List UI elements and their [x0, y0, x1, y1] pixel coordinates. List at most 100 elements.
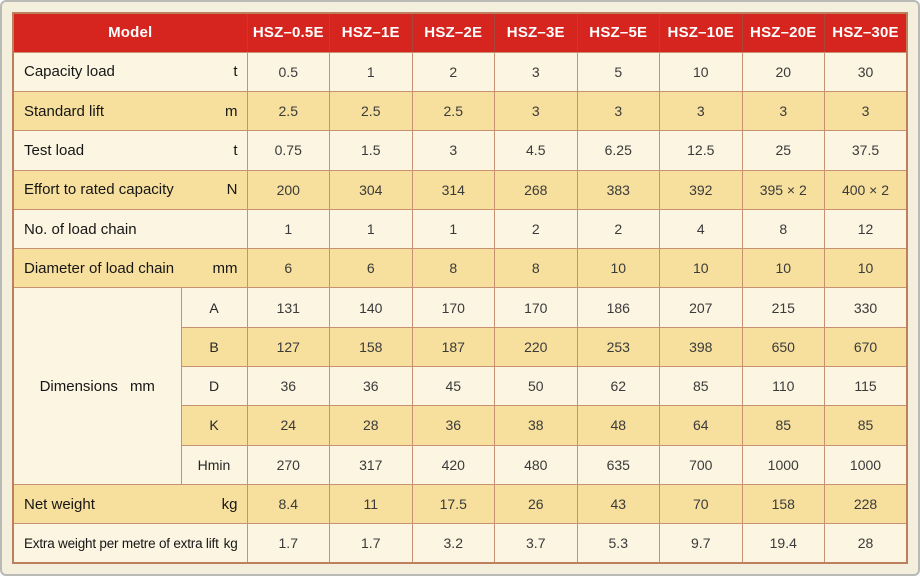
value-cell: 158: [741, 483, 825, 525]
dim-sublabel: D: [180, 366, 248, 407]
value-cell: 131: [246, 287, 330, 328]
column-header-hsz-0-5e: HSZ–0.5E: [246, 12, 330, 53]
row-unit: N: [226, 181, 238, 199]
value-cell: 0.75: [246, 130, 330, 171]
value-cell: 3.7: [494, 523, 578, 564]
value-cell: 85: [741, 405, 825, 446]
value-cell: 420: [411, 444, 495, 485]
value-cell: 2: [411, 51, 495, 93]
row-label-cell: Extra weight per metre of extra lift kg: [12, 523, 248, 564]
value-cell: 24: [246, 405, 330, 446]
value-cell: 270: [246, 444, 330, 485]
value-cell: 26: [494, 483, 578, 525]
row-label: Test load: [24, 141, 85, 159]
value-cell: 70: [659, 483, 743, 525]
row-unit: t: [233, 141, 238, 159]
row-label: Standard lift: [24, 102, 105, 120]
value-cell: 8: [411, 248, 495, 289]
value-cell: 670: [824, 326, 908, 368]
value-cell: 170: [494, 287, 578, 328]
value-cell: 1000: [741, 444, 825, 485]
dim-sublabel: Hmin: [180, 444, 248, 485]
dimensions-label: Dimensions: [39, 377, 118, 395]
value-cell: 1000: [824, 444, 908, 485]
value-cell: 635: [576, 444, 660, 485]
value-cell: 12: [824, 208, 908, 250]
value-cell: 50: [494, 366, 578, 407]
value-cell: 36: [411, 405, 495, 446]
value-cell: 1: [329, 208, 413, 250]
row-label-cell: Test load t: [12, 130, 248, 171]
value-cell: 8.4: [246, 483, 330, 525]
row-label: Diameter of load chain: [24, 259, 175, 277]
value-cell: 10: [659, 248, 743, 289]
value-cell: 28: [824, 523, 908, 564]
table-row-no-of-load-chain: No. of load chain 1 1 1 2 2 4 8 12: [12, 208, 908, 250]
value-cell: 1.7: [329, 523, 413, 564]
value-cell: 10: [576, 248, 660, 289]
table-header-row: Model HSZ–0.5E HSZ–1E HSZ–2E HSZ–3E HSZ–…: [12, 12, 908, 53]
value-cell: 228: [824, 483, 908, 525]
row-label-cell: Effort to rated capacity N: [12, 169, 248, 210]
value-cell: 43: [576, 483, 660, 525]
value-cell: 11: [329, 483, 413, 525]
value-cell: 3: [494, 51, 578, 93]
value-cell: 17.5: [411, 483, 495, 525]
table-row-extra-weight: Extra weight per metre of extra lift kg …: [12, 523, 908, 564]
row-label-cell: Net weight kg: [12, 483, 248, 525]
value-cell: 45: [411, 366, 495, 407]
value-cell: 2.5: [329, 91, 413, 132]
value-cell: 200: [246, 169, 330, 210]
value-cell: 85: [824, 405, 908, 446]
value-cell: 4.5: [494, 130, 578, 171]
value-cell: 37.5: [824, 130, 908, 171]
value-cell: 85: [659, 366, 743, 407]
value-cell: 268: [494, 169, 578, 210]
row-unit: m: [225, 102, 238, 120]
table-row-test-load: Test load t 0.75 1.5 3 4.5 6.25 12.5 25 …: [12, 130, 908, 171]
dim-sublabel: B: [180, 326, 248, 368]
table-row-diameter: Diameter of load chain mm 6 6 8 8 10 10 …: [12, 248, 908, 289]
value-cell: 6.25: [576, 130, 660, 171]
table-row-standard-lift: Standard lift m 2.5 2.5 2.5 3 3 3 3 3: [12, 91, 908, 132]
value-cell: 3: [741, 91, 825, 132]
table-row-capacity-load: Capacity load t 0.5 1 2 3 5 10 20 30: [12, 51, 908, 93]
table-row-dim-k: K 24 28 36 38 48 64 85 85: [13, 405, 908, 446]
value-cell: 25: [741, 130, 825, 171]
value-cell: 2.5: [411, 91, 495, 132]
value-cell: 398: [659, 326, 743, 368]
row-unit: mm: [212, 259, 238, 277]
table-row-effort: Effort to rated capacity N 200 304 314 2…: [12, 169, 908, 210]
value-cell: 30: [824, 51, 908, 93]
value-cell: 28: [329, 405, 413, 446]
value-cell: 2: [576, 208, 660, 250]
value-cell: 20: [741, 51, 825, 93]
value-cell: 3: [494, 91, 578, 132]
row-label: Effort to rated capacity: [24, 181, 174, 199]
value-cell: 5.3: [576, 523, 660, 564]
value-cell: 2: [494, 208, 578, 250]
dimensions-unit: mm: [129, 377, 155, 395]
row-label: Extra weight per metre of extra lift: [24, 535, 219, 551]
dimensions-group-label-cell: Dimensions mm: [12, 287, 182, 485]
value-cell: 3: [824, 91, 908, 132]
column-header-hsz-10e: HSZ–10E: [659, 12, 743, 53]
value-cell: 1: [411, 208, 495, 250]
value-cell: 127: [246, 326, 330, 368]
value-cell: 207: [659, 287, 743, 328]
value-cell: 5: [576, 51, 660, 93]
value-cell: 3: [576, 91, 660, 132]
value-cell: 215: [741, 287, 825, 328]
value-cell: 480: [494, 444, 578, 485]
row-label-cell: Capacity load t: [12, 51, 248, 93]
row-unit: t: [233, 63, 238, 81]
value-cell: 187: [411, 326, 495, 368]
value-cell: 4: [659, 208, 743, 250]
value-cell: 115: [824, 366, 908, 407]
value-cell: 395 × 2: [741, 169, 825, 210]
value-cell: 10: [741, 248, 825, 289]
value-cell: 383: [576, 169, 660, 210]
value-cell: 110: [741, 366, 825, 407]
table-row-net-weight: Net weight kg 8.4 11 17.5 26 43 70 158 2…: [12, 483, 908, 525]
value-cell: 48: [576, 405, 660, 446]
